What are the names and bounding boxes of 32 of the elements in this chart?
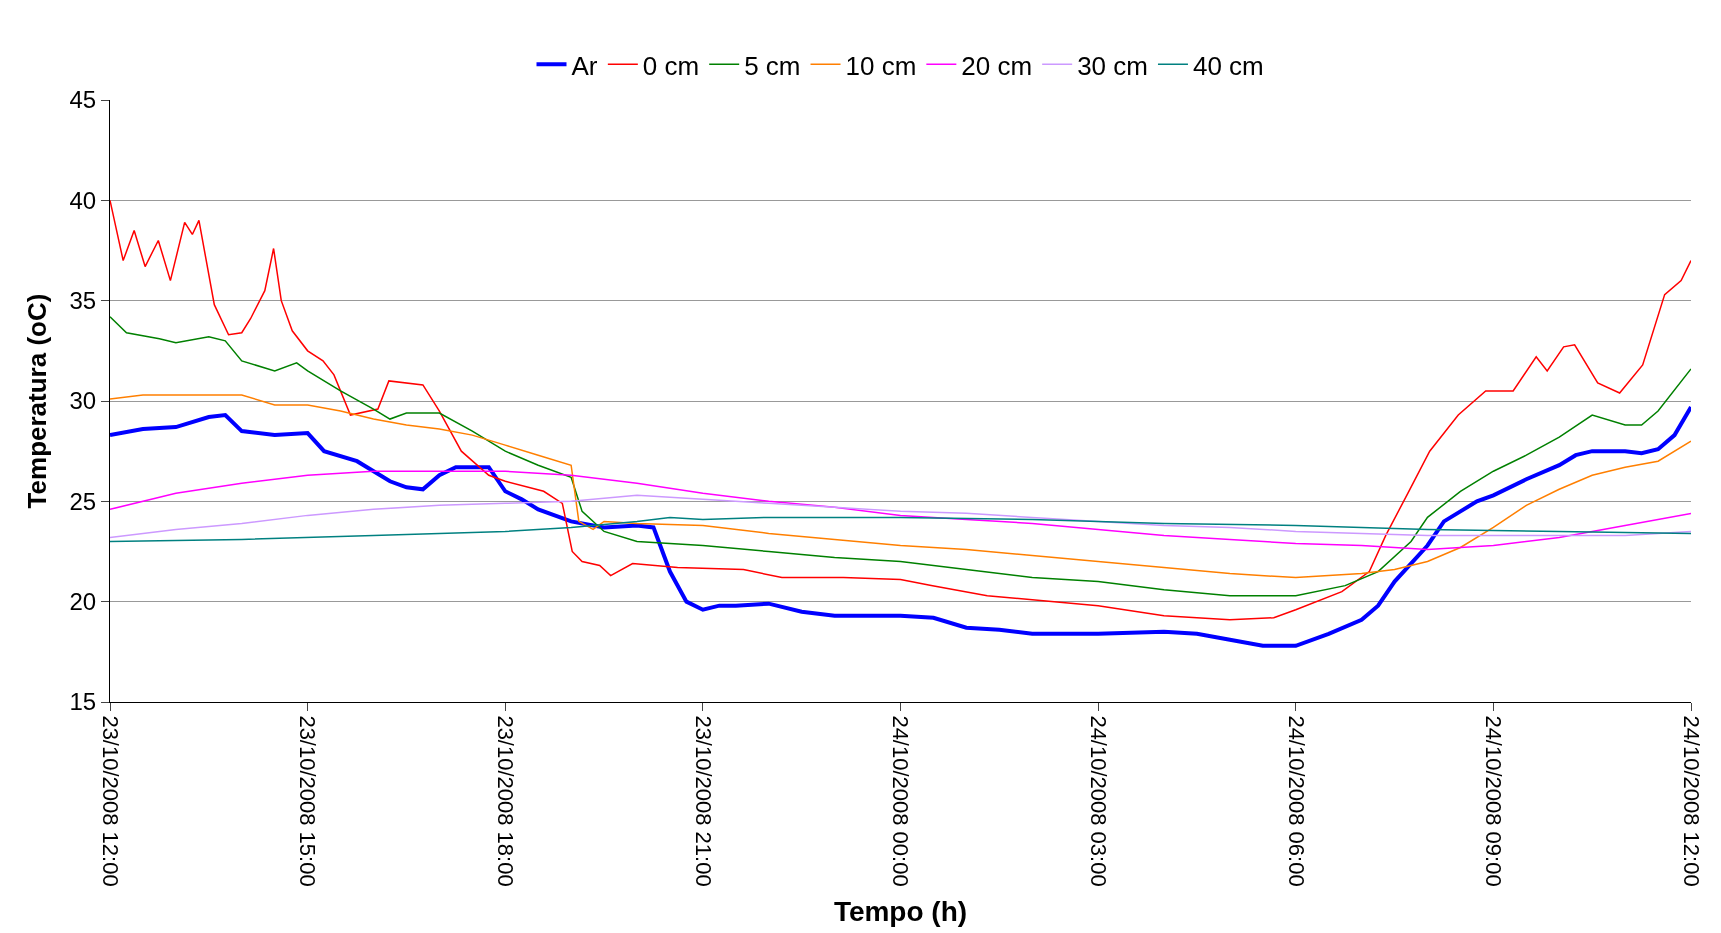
y-tick-label: 45: [69, 86, 97, 114]
y-axis-title: Temperatura (oC): [21, 293, 52, 509]
legend-label: 5 cm: [744, 50, 801, 81]
line-series: [110, 470, 1691, 551]
y-tick-label: 30: [69, 387, 97, 415]
x-tick-label: 24/10/2008 12:00: [1678, 715, 1704, 887]
legend-label: 40 cm: [1192, 50, 1264, 81]
x-tick-label: 24/10/2008 03:00: [1085, 715, 1111, 887]
x-tick-label: 24/10/2008 09:00: [1481, 715, 1507, 887]
line-series: [110, 394, 1691, 579]
line-series: [110, 315, 1691, 597]
y-tick-label: 20: [69, 588, 97, 616]
legend-label: 20 cm: [961, 50, 1033, 81]
line-series: [110, 516, 1691, 543]
line-series: [110, 199, 1691, 621]
y-tick-label: 40: [69, 186, 97, 214]
legend-label: 0 cm: [642, 50, 700, 81]
legend-label: 10 cm: [845, 50, 917, 81]
line-series: [110, 494, 1691, 539]
y-tick-label: 25: [69, 487, 97, 515]
y-tick-label: 35: [69, 287, 97, 315]
x-tick-label: 23/10/2008 12:00: [97, 715, 123, 887]
legend-label: 30 cm: [1077, 50, 1148, 81]
legend-label: Ar: [571, 50, 598, 81]
x-axis-title: Tempo (h): [833, 895, 968, 927]
x-tick-label: 23/10/2008 21:00: [690, 715, 716, 887]
x-tick-label: 23/10/2008 18:00: [493, 715, 519, 887]
line-series: [110, 405, 1691, 648]
x-tick-label: 24/10/2008 00:00: [888, 715, 914, 887]
x-tick-label: 23/10/2008 15:00: [295, 715, 321, 887]
y-tick-label: 15: [69, 688, 97, 716]
x-tick-label: 24/10/2008 06:00: [1283, 715, 1309, 887]
